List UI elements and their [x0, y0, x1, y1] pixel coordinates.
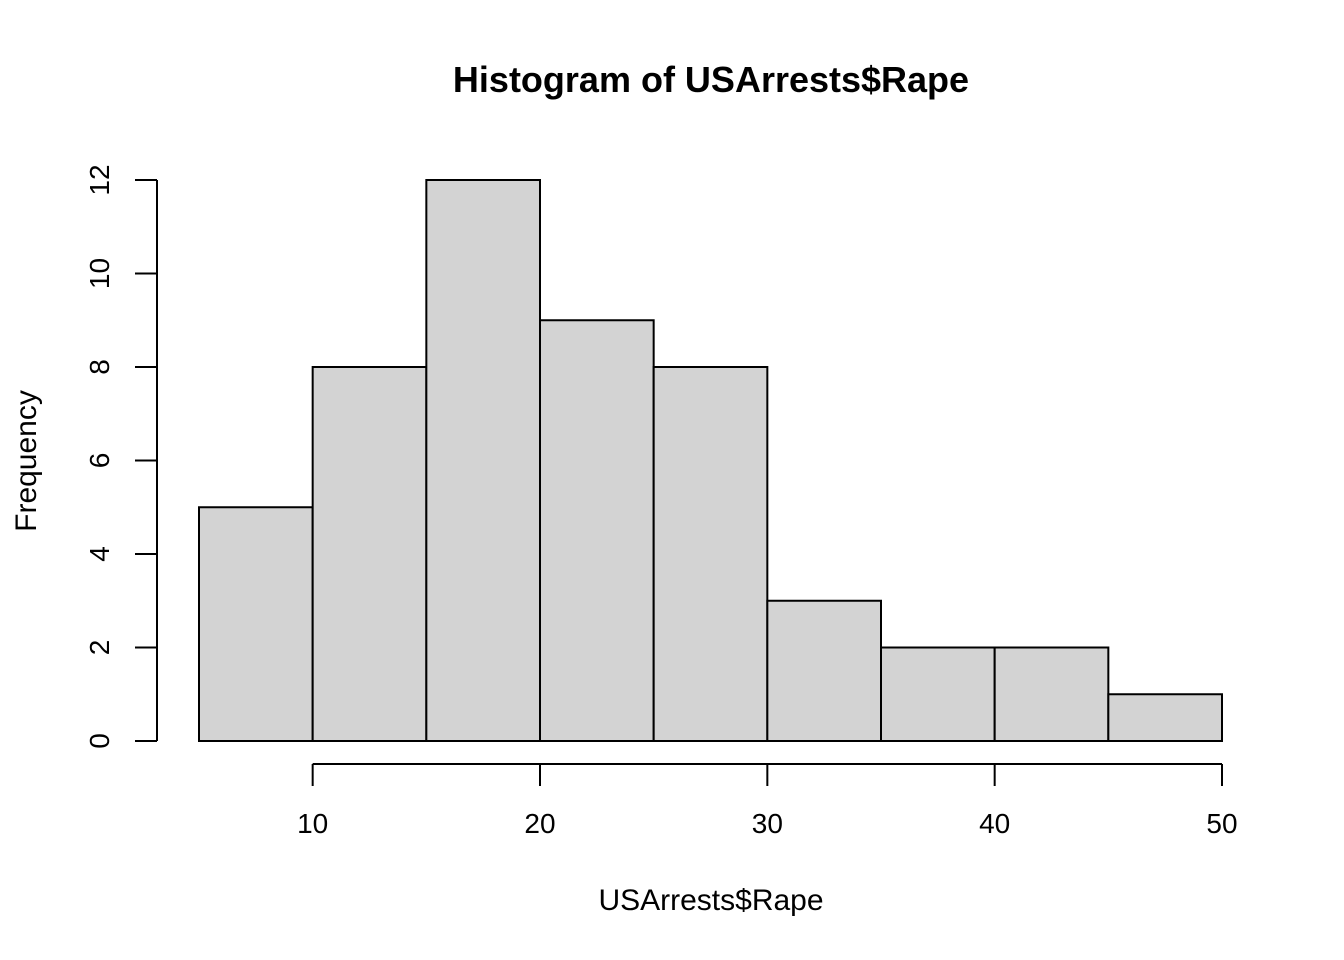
chart-title: Histogram of USArrests$Rape: [453, 59, 969, 100]
histogram-bar-8: [993, 646, 1110, 742]
x-tick-label: 30: [752, 808, 783, 839]
x-axis: 10 20 30 40 50: [297, 763, 1238, 839]
bars-group: [198, 179, 1224, 742]
x-tick-label: 50: [1206, 808, 1237, 839]
histogram-bar-9: [1107, 693, 1224, 742]
y-axis-label: Frequency: [10, 390, 43, 532]
x-tick-label: 10: [297, 808, 328, 839]
y-tick-label: 12: [84, 164, 115, 195]
x-axis-label: USArrests$Rape: [598, 884, 823, 917]
y-tick-label: 6: [84, 453, 115, 469]
y-tick-label: 4: [84, 546, 115, 562]
histogram-bar-7: [880, 646, 996, 742]
y-tick-label: 8: [84, 359, 115, 375]
histogram-bar-4: [539, 319, 655, 742]
x-tick-label: 20: [524, 808, 555, 839]
y-axis: 0 2 4 6 8 10 12: [84, 164, 158, 749]
histogram-bar-3: [425, 179, 542, 742]
histogram-bar-5: [652, 366, 769, 742]
y-tick-label: 2: [84, 640, 115, 656]
histogram-bar-2: [311, 366, 428, 742]
histogram-bar-1: [198, 506, 314, 742]
y-tick-label: 0: [84, 733, 115, 749]
x-tick-label: 40: [979, 808, 1010, 839]
y-tick-label: 10: [84, 258, 115, 289]
histogram-bar-6: [766, 599, 882, 742]
